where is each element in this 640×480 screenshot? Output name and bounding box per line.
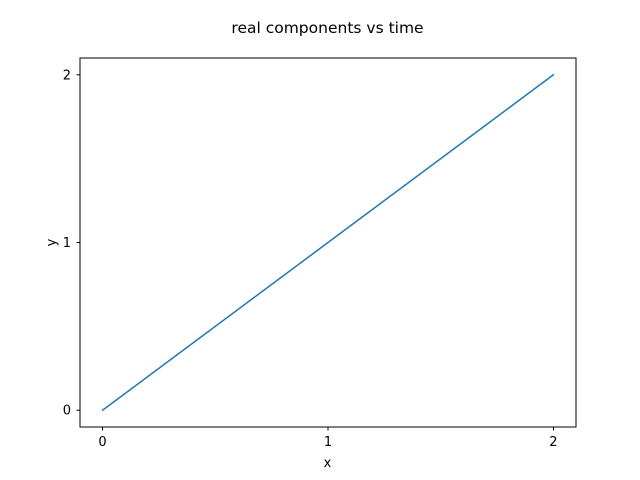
y-axis-label: y: [45, 238, 60, 246]
y-tick-label: 0: [63, 404, 71, 419]
x-tick-label: 1: [324, 435, 332, 450]
series-line-real: [101, 74, 555, 411]
series-layer: [101, 74, 555, 411]
axes-frame: [79, 57, 577, 428]
ticks-layer: 0 1 2 0 1 2: [63, 68, 558, 450]
x-axis-label: x: [324, 456, 332, 471]
x-tick-label: 2: [549, 435, 557, 450]
y-tick-label: 2: [63, 68, 71, 83]
chart-title: real components vs time: [231, 19, 423, 37]
x-tick-label: 0: [98, 435, 106, 450]
y-tick-label: 1: [63, 236, 71, 251]
